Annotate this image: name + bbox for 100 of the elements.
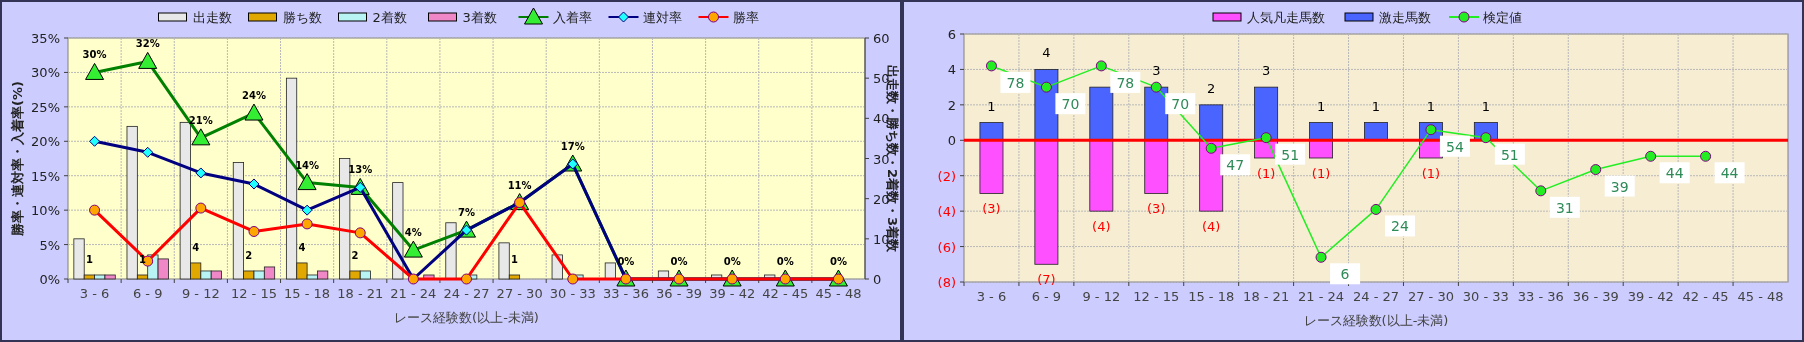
legend-label: 入着率: [552, 10, 592, 25]
data-label: (1): [1421, 166, 1441, 181]
data-label: 39: [1610, 178, 1629, 195]
data-label: 54: [1446, 138, 1464, 155]
y2-tick-label: 0: [873, 272, 882, 287]
data-label: (3): [982, 201, 1001, 217]
x-tick-label: 27 - 30: [1407, 289, 1454, 304]
data-label: (4): [1201, 219, 1221, 235]
data-label: 4%: [404, 227, 422, 239]
data-label: 47: [1226, 157, 1245, 174]
x-tick-label: 9 - 12: [1082, 289, 1121, 304]
data-label: 1: [510, 253, 518, 265]
x-tick-label: 18 - 21: [1243, 289, 1290, 304]
data-label: (7): [1037, 272, 1056, 288]
x-tick-label: 18 - 21: [337, 286, 384, 301]
legend-label: 出走数: [192, 10, 232, 25]
data-label: 7%: [458, 207, 475, 219]
data-label: 1: [1316, 98, 1326, 114]
y-tick-label: 4: [947, 62, 956, 78]
data-label: 70: [1171, 96, 1190, 113]
x-tick-label: 33 - 36: [1517, 289, 1564, 304]
y-tick-label: 20%: [31, 134, 60, 150]
x-tick-label: 36 - 39: [1572, 289, 1619, 304]
data-label: 3: [1152, 63, 1161, 79]
legend-label: 勝率: [732, 10, 759, 25]
x-tick-label: 21 - 24: [390, 286, 437, 301]
y-tick-label: 15%: [31, 168, 60, 184]
data-label: 1: [1371, 98, 1381, 114]
x-tick-label: 24 - 27: [443, 286, 490, 301]
data-label: (1): [1311, 166, 1331, 181]
data-label: 51: [1500, 146, 1519, 163]
data-label: (3): [1147, 201, 1166, 217]
data-label: 0%: [776, 256, 794, 267]
data-label: 2: [351, 249, 359, 261]
data-label: 17%: [560, 141, 585, 153]
legend-label: 人気凡走馬数: [1247, 10, 1325, 25]
data-label: 6: [1340, 266, 1350, 283]
data-label: 0%: [829, 256, 847, 267]
legend-label: 3着数: [462, 10, 497, 25]
data-label: 2: [1207, 80, 1216, 96]
y-tick-label: (4): [937, 204, 956, 220]
data-label: 30%: [82, 49, 107, 61]
legend-label: 2着数: [372, 10, 407, 25]
y-tick-label: 10%: [31, 203, 60, 219]
x-axis-title: レース経験数(以上-未満): [394, 310, 539, 325]
x-tick-label: 15 - 18: [1188, 289, 1235, 304]
data-label: 1: [1426, 98, 1436, 114]
x-tick-label: 3 - 6: [79, 286, 110, 301]
data-label: 24: [1391, 218, 1409, 235]
y-tick-label: 0%: [39, 272, 60, 287]
data-label: 21%: [188, 114, 213, 126]
y-tick-label: (6): [937, 239, 956, 255]
x-tick-label: 6 - 9: [1031, 289, 1062, 304]
x-tick-label: 15 - 18: [284, 286, 331, 301]
x-tick-label: 42 - 45: [1682, 289, 1729, 304]
data-label: 13%: [348, 164, 373, 176]
x-tick-label: 45 - 48: [1737, 289, 1784, 304]
data-label: 70: [1061, 96, 1080, 113]
data-label: 4: [1042, 45, 1051, 61]
y-tick-label: 2: [947, 97, 956, 113]
x-tick-label: 39 - 42: [709, 286, 756, 301]
data-label: 4: [192, 241, 200, 253]
data-label: 78: [1006, 74, 1025, 91]
x-tick-label: 36 - 39: [656, 286, 703, 301]
x-tick-label: 39 - 42: [1627, 289, 1674, 304]
y-tick-label: 6: [947, 27, 956, 42]
x-axis-title: レース経験数(以上-未満): [1303, 313, 1449, 328]
data-label: 31: [1555, 199, 1574, 216]
y-axis-title: 勝率・連対率・入着率(%): [10, 81, 25, 237]
y-tick-label: 35%: [31, 31, 60, 46]
data-label: 4: [298, 241, 306, 253]
x-tick-label: 45 - 48: [815, 286, 862, 301]
data-label: 1: [1481, 98, 1491, 114]
y-tick-label: 0: [947, 133, 956, 149]
y2-tick-label: 60: [873, 31, 890, 46]
y-tick-label: 30%: [31, 65, 60, 81]
data-label: 78: [1116, 74, 1135, 91]
legend-label: 連対率: [642, 10, 682, 25]
x-tick-label: 30 - 33: [1462, 289, 1509, 304]
data-label: (4): [1092, 219, 1111, 235]
data-label: 24%: [242, 90, 266, 102]
x-tick-label: 27 - 30: [496, 286, 543, 301]
x-tick-label: 3 - 6: [976, 289, 1007, 304]
x-tick-label: 12 - 15: [1133, 289, 1180, 304]
x-tick-label: 24 - 27: [1352, 289, 1400, 304]
data-label: 0%: [670, 256, 688, 267]
x-tick-label: 12 - 15: [230, 286, 277, 301]
data-label: 1: [139, 253, 147, 265]
data-label: 3: [1261, 63, 1271, 79]
data-label: 11%: [507, 179, 532, 191]
x-tick-label: 9 - 12: [181, 286, 220, 301]
y-tick-label: (8): [937, 275, 956, 290]
y-tick-label: 25%: [31, 99, 60, 115]
x-tick-label: 30 - 33: [549, 286, 596, 301]
data-label: 2: [245, 249, 253, 261]
data-label: 44: [1720, 165, 1739, 182]
y-tick-label: 5%: [39, 237, 60, 253]
data-label: 1: [85, 253, 93, 265]
x-tick-label: 21 - 24: [1298, 289, 1345, 304]
data-label: 51: [1281, 146, 1300, 163]
